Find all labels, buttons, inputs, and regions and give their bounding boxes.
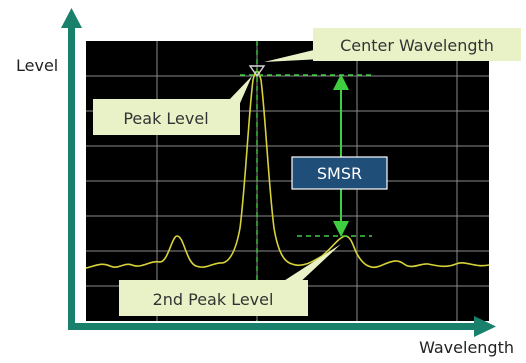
- center-wavelength-text: Center Wavelength: [340, 36, 494, 55]
- spectrum-trace: [85, 70, 490, 269]
- second-peak-level-callout: 2nd Peak Level: [119, 244, 341, 316]
- smsr-text: SMSR: [317, 164, 362, 183]
- peak-level-text: Peak Level: [123, 109, 208, 128]
- peak-level-callout: Peak Level: [93, 76, 252, 135]
- second-peak-level-text: 2nd Peak Level: [153, 290, 274, 309]
- axes: [61, 8, 496, 337]
- y-axis-label: Level: [16, 56, 59, 75]
- smsr-badge: SMSR: [291, 156, 388, 190]
- center-wavelength-callout: Center Wavelength: [264, 28, 521, 62]
- peak-marker-icon: [248, 65, 266, 78]
- x-axis-label: Wavelength: [419, 338, 514, 357]
